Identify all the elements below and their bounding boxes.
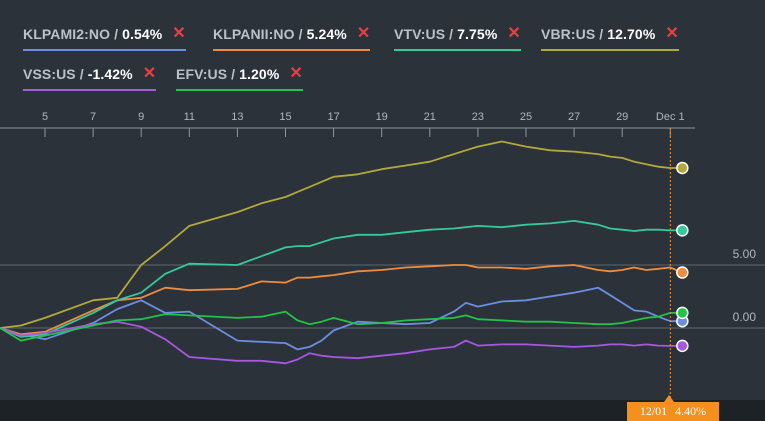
series-underline [23, 49, 186, 51]
x-tick-label: 27 [568, 111, 580, 123]
series-line [0, 220, 683, 338]
x-tick-label: 17 [327, 111, 339, 123]
x-tick-label: 15 [279, 111, 291, 123]
time-axis-bar [0, 400, 765, 421]
legend-label: VTV:US / 7.75% [394, 26, 497, 42]
x-tick-label: 13 [231, 111, 243, 123]
y-axis: 5.00 0.00 [733, 247, 757, 324]
legend-label: KLPANII:NO / 5.24% [213, 26, 347, 42]
series-line [0, 310, 683, 342]
legend-item-efv[interactable]: EFV:US / 1.20% ✕ [176, 66, 303, 96]
crosshair-value: 4.40% [675, 404, 707, 418]
x-tick-label: 9 [138, 111, 144, 123]
legend-label: VBR:US / 12.70% [541, 26, 655, 42]
series-end-point [676, 161, 689, 175]
series-value: 12.70% [607, 26, 656, 42]
legend-item-vss[interactable]: VSS:US / -1.42% ✕ [23, 65, 157, 96]
close-icon[interactable]: ✕ [142, 65, 157, 82]
series-value: 0.54% [122, 26, 163, 42]
legend-item-klpami2[interactable]: KLPAMI2:NO / 0.54% ✕ [23, 26, 186, 56]
series-value: 5.24% [306, 26, 347, 42]
x-tick-label: Dec 1 [656, 111, 685, 123]
x-tick-label: 29 [616, 111, 628, 123]
series-line [0, 264, 683, 336]
series-underline [23, 89, 157, 91]
series-name: VTV:US [394, 26, 446, 42]
x-tick-label: 5 [42, 111, 48, 123]
y-tick-label: 5.00 [733, 247, 757, 261]
series-end-point [676, 224, 689, 237]
legend-label: VSS:US / -1.42% [23, 66, 133, 82]
x-tick-label: 21 [424, 111, 436, 123]
x-tick-label: 25 [520, 111, 532, 123]
series-name: VBR:US [541, 26, 596, 42]
series-name: KLPANII:NO [213, 26, 295, 42]
x-axis: 5 7 9 11 13 15 17 19 21 23 25 27 29 Dec 1 [0, 111, 695, 137]
series-name: KLPAMI2:NO [23, 26, 111, 42]
series-name: VSS:US [23, 66, 76, 82]
separator: / [79, 66, 84, 82]
separator: / [599, 26, 604, 42]
end-points [676, 161, 689, 353]
legend-item-vtv[interactable]: VTV:US / 7.75% ✕ [394, 26, 521, 56]
legend-label: EFV:US / 1.20% [176, 66, 279, 82]
line-chart[interactable]: 5 7 9 11 13 15 17 19 21 23 25 27 29 Dec 1 5.00 0.00 [0, 0, 765, 400]
grid [0, 264, 765, 329]
series-value: -1.42% [87, 66, 133, 82]
series-end-point [676, 306, 689, 320]
close-icon[interactable]: ✕ [507, 25, 521, 42]
legend-item-vbr[interactable]: VBR:US / 12.70% ✕ [541, 26, 679, 56]
series-underline [176, 89, 303, 91]
series-value: 1.20% [239, 66, 280, 82]
close-icon[interactable]: ✕ [289, 65, 303, 82]
legend-label: KLPAMI2:NO / 0.54% [23, 26, 162, 42]
series-name: EFV:US [176, 66, 228, 82]
close-icon[interactable]: ✕ [172, 25, 186, 42]
separator: / [298, 26, 303, 42]
series-underline [213, 49, 371, 51]
legend: KLPAMI2:NO / 0.54% ✕ KLPANII:NO / 5.24% … [0, 0, 765, 100]
x-tick-label: 23 [472, 111, 484, 123]
series-value: 7.75% [457, 26, 498, 42]
series-underline [394, 49, 521, 51]
x-tick-label: 7 [90, 111, 96, 123]
series-line [0, 140, 683, 329]
separator: / [114, 26, 119, 42]
legend-item-klpanii[interactable]: KLPANII:NO / 5.24% ✕ [213, 25, 371, 56]
x-tick-label: 19 [376, 111, 388, 123]
crosshair-tooltip: 12/01 4.40% [627, 402, 719, 421]
crosshair-pointer [664, 395, 674, 402]
separator: / [449, 26, 454, 42]
crosshair-date: 12/01 [639, 404, 668, 418]
series-lines [0, 140, 683, 365]
series-end-point [676, 339, 689, 353]
close-icon[interactable]: ✕ [356, 25, 371, 42]
series-line [0, 320, 683, 365]
series-underline [541, 49, 679, 51]
x-tick-label: 11 [184, 111, 195, 123]
separator: / [231, 66, 236, 82]
y-tick-label: 0.00 [733, 310, 757, 324]
series-end-point [676, 266, 689, 279]
close-icon[interactable]: ✕ [665, 25, 679, 42]
series-line [0, 286, 683, 351]
